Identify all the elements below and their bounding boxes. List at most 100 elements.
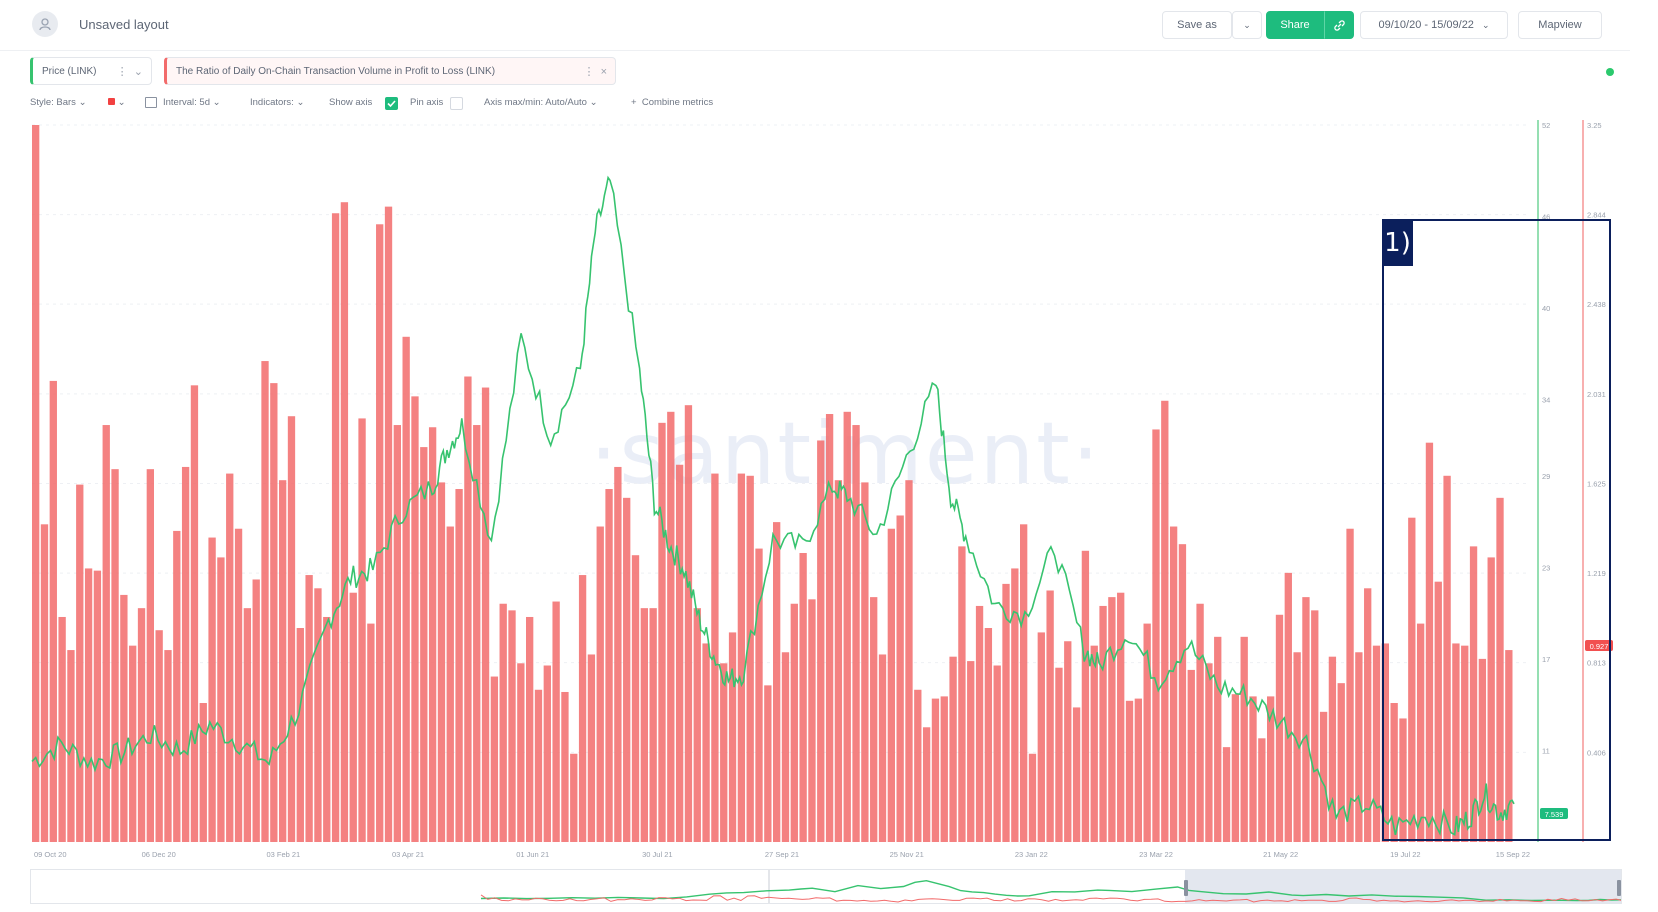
avatar[interactable] [32, 11, 58, 37]
navigator-preview [480, 870, 1622, 904]
ratio-bar [1240, 636, 1248, 842]
ratio-bar [1231, 694, 1240, 842]
x-tick-label: 23 Mar 22 [1139, 850, 1173, 859]
ratio-bar [226, 473, 234, 842]
ratio-bar [1284, 572, 1292, 842]
metric-settings-icon[interactable]: ⋮ ⌄ [116, 66, 143, 78]
ratio-bar [517, 663, 525, 842]
ratio-bar [84, 568, 93, 842]
ratio-bar [499, 603, 507, 842]
price-tick-label: 52 [1542, 121, 1550, 130]
show-axis-toggle[interactable]: Show axis [329, 97, 372, 108]
x-tick-label: 21 May 22 [1263, 850, 1298, 859]
navigator-selection[interactable] [1185, 870, 1622, 904]
combine-metrics-button[interactable]: + Combine metrics [631, 97, 714, 108]
mapview-button[interactable]: Mapview [1518, 11, 1602, 39]
ratio-bar [755, 548, 763, 842]
ratio-bar [526, 616, 534, 842]
ratio-bar [1372, 645, 1381, 842]
save-as-label: Save as [1177, 19, 1217, 31]
show-axis-label: Show axis [329, 97, 373, 108]
ratio-bar [1117, 592, 1125, 842]
ratio-bar [1364, 588, 1372, 842]
color-picker[interactable]: ⌄ [108, 97, 126, 108]
metric-label: The Ratio of Daily On-Chain Transaction … [176, 65, 496, 77]
ratio-bar [975, 605, 984, 842]
ratio-bar [764, 685, 772, 842]
metric-chip-price[interactable]: Price (LINK) ⋮ ⌄ [30, 57, 152, 85]
ratio-bar [261, 361, 269, 842]
ratio-bar [252, 579, 260, 842]
date-range-picker[interactable]: 09/10/20 - 15/09/22 ⌄ [1360, 11, 1508, 39]
interval-selector[interactable]: Interval: 5d ⌄ [145, 97, 221, 108]
ratio-bar [490, 676, 499, 842]
copy-link-button[interactable] [1324, 11, 1354, 39]
navigator-right-handle[interactable] [1617, 880, 1621, 896]
color-swatch-icon [108, 98, 115, 105]
ratio-bar [649, 608, 657, 842]
ratio-bar [1249, 696, 1257, 842]
ratio-bar [605, 489, 613, 842]
ratio-bar [711, 473, 719, 842]
santiment-watermark: ·santiment· [590, 404, 1102, 504]
navigator-left-handle[interactable] [1184, 880, 1188, 896]
ratio-bar [384, 206, 393, 842]
ratio-bar [287, 416, 296, 842]
share-button[interactable]: Share [1266, 11, 1324, 39]
ratio-bar [922, 727, 931, 842]
ratio-bar [1319, 711, 1328, 842]
ratio-bar [693, 608, 701, 842]
style-label: Style: Bars [30, 97, 76, 108]
indicators-selector[interactable]: Indicators: ⌄ [250, 97, 305, 108]
ratio-bar [76, 484, 84, 842]
ratio-bar [1214, 636, 1222, 842]
ratio-bar [1258, 738, 1266, 842]
ratio-bar [1355, 652, 1363, 842]
ratio-bar [464, 376, 472, 842]
ratio-bar [314, 588, 322, 842]
ratio-bar [808, 599, 816, 842]
ratio-bar [1346, 528, 1354, 842]
save-as-button[interactable]: Save as [1162, 11, 1232, 39]
ratio-bar [561, 691, 569, 842]
pin-axis-toggle[interactable]: Pin axis [410, 97, 443, 108]
axis-minmax-selector[interactable]: Axis max/min: Auto/Auto ⌄ [484, 97, 598, 108]
pin-axis-checkbox[interactable] [450, 97, 463, 110]
show-axis-checkbox[interactable] [385, 97, 398, 110]
indicators-label: Indicators: [250, 97, 294, 108]
ratio-bar [137, 608, 146, 842]
ratio-bar [208, 537, 216, 842]
metric-chip-ratio[interactable]: The Ratio of Daily On-Chain Transaction … [164, 57, 616, 85]
x-tick-label: 25 Nov 21 [890, 850, 924, 859]
navigator-price-line [480, 879, 1621, 902]
ratio-bar [1125, 700, 1134, 842]
save-options-button[interactable]: ⌄ [1232, 11, 1262, 39]
ratio-bar [102, 425, 110, 842]
ratio-bar [587, 654, 596, 842]
layout-title[interactable]: Unsaved layout [79, 17, 169, 32]
ratio-bar [623, 497, 631, 842]
metric-remove-icon[interactable]: ⋮ × [583, 66, 607, 78]
style-selector[interactable]: Style: Bars ⌄ [30, 97, 87, 108]
ratio-bar [164, 650, 172, 842]
ratio-bar [270, 383, 278, 842]
chart-navigator[interactable] [30, 869, 1622, 904]
ratio-bar [870, 597, 878, 842]
ratio-bar [402, 336, 410, 842]
ratio-bar [931, 698, 940, 842]
pin-axis-label: Pin axis [410, 97, 444, 108]
ratio-bar [746, 475, 754, 842]
x-axis-ticks: 09 Oct 20 06 Dec 20 03 Feb 21 03 Apr 21 01 J… [34, 850, 1530, 859]
ratio-bar [958, 546, 966, 842]
ratio-bar [720, 663, 728, 842]
x-tick-label: 01 Jun 21 [516, 850, 549, 859]
ratio-bar [331, 213, 340, 842]
ratio-bar [190, 385, 199, 842]
ratio-bar [481, 387, 490, 842]
ratio-bar [781, 652, 790, 842]
ratio-bar [1169, 526, 1178, 842]
x-tick-label: 19 Jul 22 [1390, 850, 1420, 859]
ratio-bar [49, 380, 57, 842]
ratio-bar [1311, 610, 1319, 842]
ratio-bar [129, 645, 137, 842]
